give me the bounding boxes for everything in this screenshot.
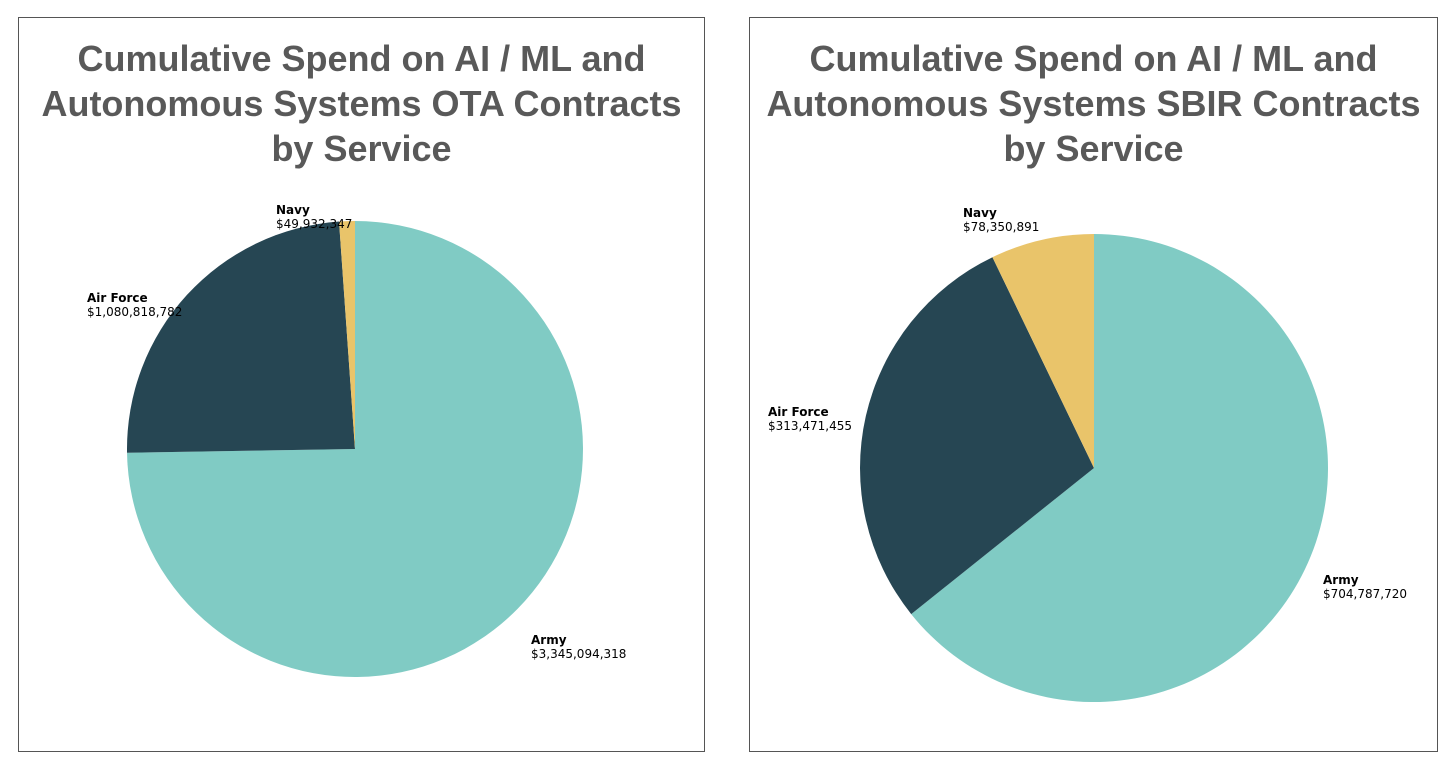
sbir-label-value-navy: $78,350,891: [963, 220, 1039, 234]
sbir-chart-title: Cumulative Spend on AI / ML and Autonomo…: [766, 38, 1421, 169]
sbir-label-name-army: Army: [1323, 573, 1359, 587]
ota-label-value-navy: $49,932,347: [276, 217, 352, 231]
ota-slice-air-force: [126, 221, 355, 453]
sbir-slice-air-force: [860, 257, 1094, 615]
ota-label-name-army: Army: [531, 633, 567, 647]
ota-slice-navy: [339, 221, 355, 449]
ota-label-army: Army$3,345,094,318: [531, 633, 626, 661]
sbir-label-name-navy: Navy: [963, 206, 997, 220]
ota-chart-panel: Cumulative Spend on AI / ML and Autonomo…: [18, 17, 705, 752]
sbir-label-value-air-force: $313,471,455: [768, 419, 852, 433]
sbir-label-value-army: $704,787,720: [1323, 587, 1407, 601]
ota-label-value-air-force: $1,080,818,782: [87, 305, 182, 319]
sbir-slice-navy: [992, 234, 1094, 468]
ota-slice-army: [127, 221, 583, 678]
sbir-label-name-air-force: Air Force: [768, 405, 829, 419]
sbir-label-army: Army$704,787,720: [1323, 573, 1407, 601]
sbir-pie-chart: Army$704,787,720 Air Force$313,471,455 Nav…: [768, 206, 1407, 702]
sbir-label-air-force: Air Force$313,471,455: [768, 405, 852, 433]
ota-label-air-force: Air Force$1,080,818,782: [87, 291, 182, 319]
ota-chart-title: Cumulative Spend on AI / ML and Autonomo…: [41, 38, 682, 169]
ota-label-name-air-force: Air Force: [87, 291, 148, 305]
sbir-chart-panel: Cumulative Spend on AI / ML and Autonomo…: [749, 17, 1438, 752]
ota-pie-chart: Army$3,345,094,318 Air Force$1,080,818,78…: [87, 203, 626, 678]
ota-label-name-navy: Navy: [276, 203, 310, 217]
ota-label-value-army: $3,345,094,318: [531, 647, 626, 661]
sbir-slice-army: [911, 234, 1329, 702]
ota-label-navy: Navy$49,932,347: [276, 203, 352, 231]
sbir-label-navy: Navy$78,350,891: [963, 206, 1039, 234]
